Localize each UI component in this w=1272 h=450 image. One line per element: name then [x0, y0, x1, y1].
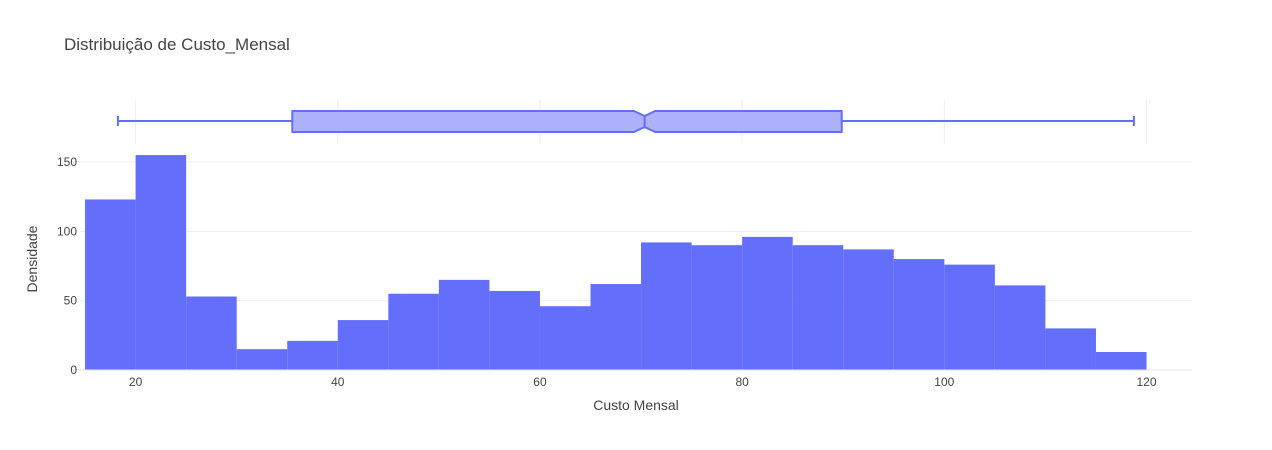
histogram-bar — [843, 249, 894, 370]
histogram-bar — [135, 155, 187, 370]
histogram-bar — [893, 259, 945, 370]
x-tick-label: 80 — [735, 375, 749, 389]
x-tick-label: 100 — [934, 375, 954, 389]
histogram-bar — [85, 199, 136, 370]
chart-title: Distribuição de Custo_Mensal — [64, 35, 290, 54]
histogram-bar — [236, 349, 288, 370]
histogram-bar — [539, 306, 591, 370]
x-tick-label: 20 — [129, 375, 143, 389]
histogram-bar — [691, 245, 743, 370]
histogram-bar — [186, 296, 237, 370]
y-tick-label: 0 — [70, 363, 77, 377]
histogram-bar — [994, 285, 1046, 370]
histogram-bar — [337, 320, 389, 370]
histogram-bar — [388, 293, 439, 370]
histogram-bar — [590, 284, 642, 370]
histogram-bar — [287, 340, 338, 370]
box-body — [291, 110, 843, 133]
histogram-bar — [792, 245, 844, 370]
y-tick-label: 100 — [57, 224, 77, 238]
y-tick-label: 150 — [57, 155, 77, 169]
histogram-bar — [742, 236, 793, 370]
x-tick-label: 60 — [533, 375, 547, 389]
histogram-bar — [438, 279, 490, 370]
histogram-bar — [1095, 351, 1147, 370]
histogram-bar — [1045, 328, 1096, 370]
y-axis-ticks: 0 50 100 150 — [57, 155, 77, 377]
box-plot — [116, 110, 1135, 133]
histogram-bar — [489, 290, 540, 370]
y-axis-title: Densidade — [24, 225, 40, 292]
histogram-bar — [944, 264, 995, 370]
x-tick-label: 120 — [1136, 375, 1156, 389]
x-tick-label: 40 — [331, 375, 345, 389]
x-axis-ticks: 20 40 60 80 100 120 — [129, 375, 1157, 389]
histogram-bars — [85, 155, 1147, 370]
y-tick-label: 50 — [64, 294, 78, 308]
histogram-bar — [641, 242, 692, 370]
x-axis-title: Custo Mensal — [593, 397, 679, 413]
